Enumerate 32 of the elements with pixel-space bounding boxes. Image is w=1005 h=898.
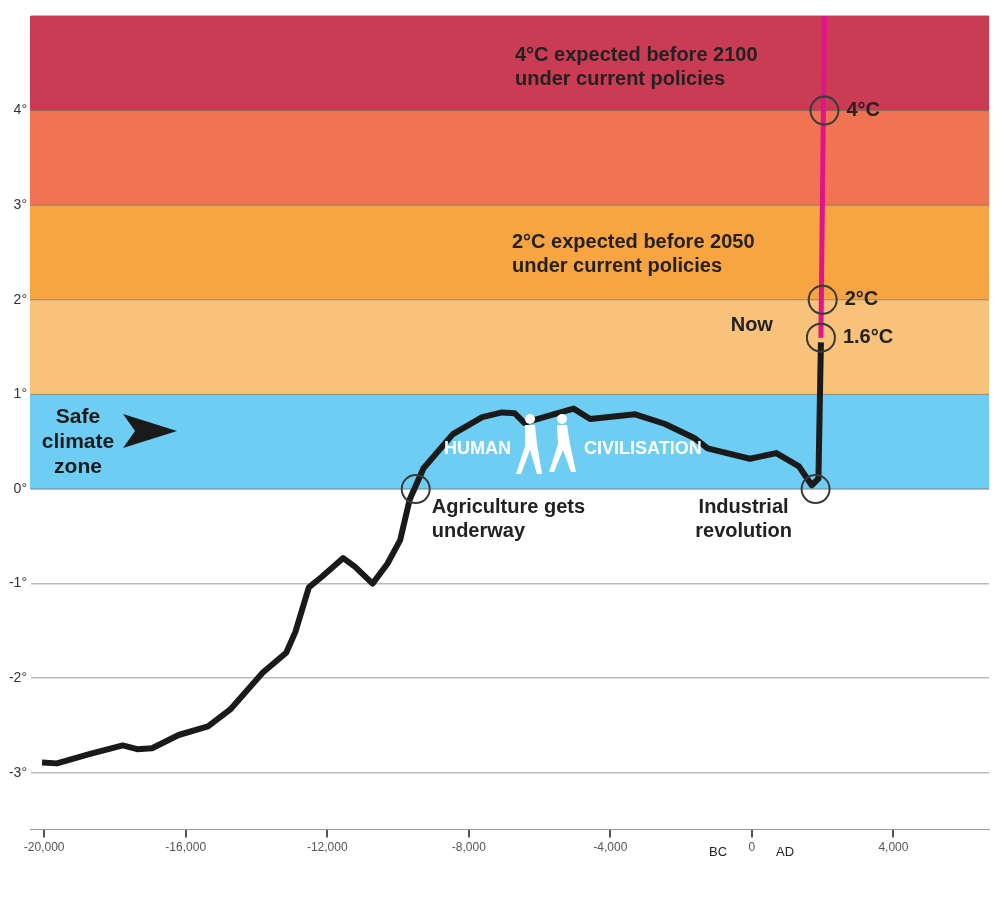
annotation: 4°C expected before 2100 under current policies — [515, 42, 758, 89]
point — [809, 95, 840, 126]
x-tick-label: 4,000 — [878, 840, 909, 855]
text: BC — [708, 843, 728, 859]
x-tick-label: -8,000 — [451, 840, 487, 855]
y-tick-label: 3° — [13, 196, 27, 213]
x-tick-label: -12,000 — [306, 840, 348, 855]
point — [807, 284, 838, 315]
point — [400, 474, 431, 505]
point — [800, 474, 831, 505]
x-tick-label: -16,000 — [165, 840, 207, 855]
point — [805, 322, 836, 353]
y-tick-label: -1° — [8, 574, 27, 591]
y-tick-label: 4° — [13, 101, 27, 118]
y-tick-label: 2° — [13, 290, 27, 307]
annotation: 1.6°C — [842, 325, 894, 348]
y-tick-label: 1° — [13, 385, 27, 402]
x-tick-label: 0 — [748, 840, 756, 855]
x-tick-label: -4,000 — [593, 840, 628, 855]
annotation: Industrial revolution — [695, 494, 792, 541]
text: AD — [775, 843, 795, 859]
text: HUMAN CIVILISATION — [444, 437, 702, 458]
annotation: 4°C — [846, 98, 881, 121]
x-tick-label: -20,000 — [23, 840, 65, 855]
band-label: Safe climate zone — [41, 403, 115, 477]
y-tick-label: -3° — [8, 763, 27, 780]
annotation: Now — [730, 313, 774, 336]
annotation: Agriculture gets underway — [431, 494, 586, 541]
y-tick-label: -2° — [8, 669, 27, 686]
annotation: 2°C expected before 2050 under current policies — [512, 229, 755, 276]
annotation: 2°C — [844, 287, 879, 310]
y-tick-label: 0° — [13, 479, 27, 496]
